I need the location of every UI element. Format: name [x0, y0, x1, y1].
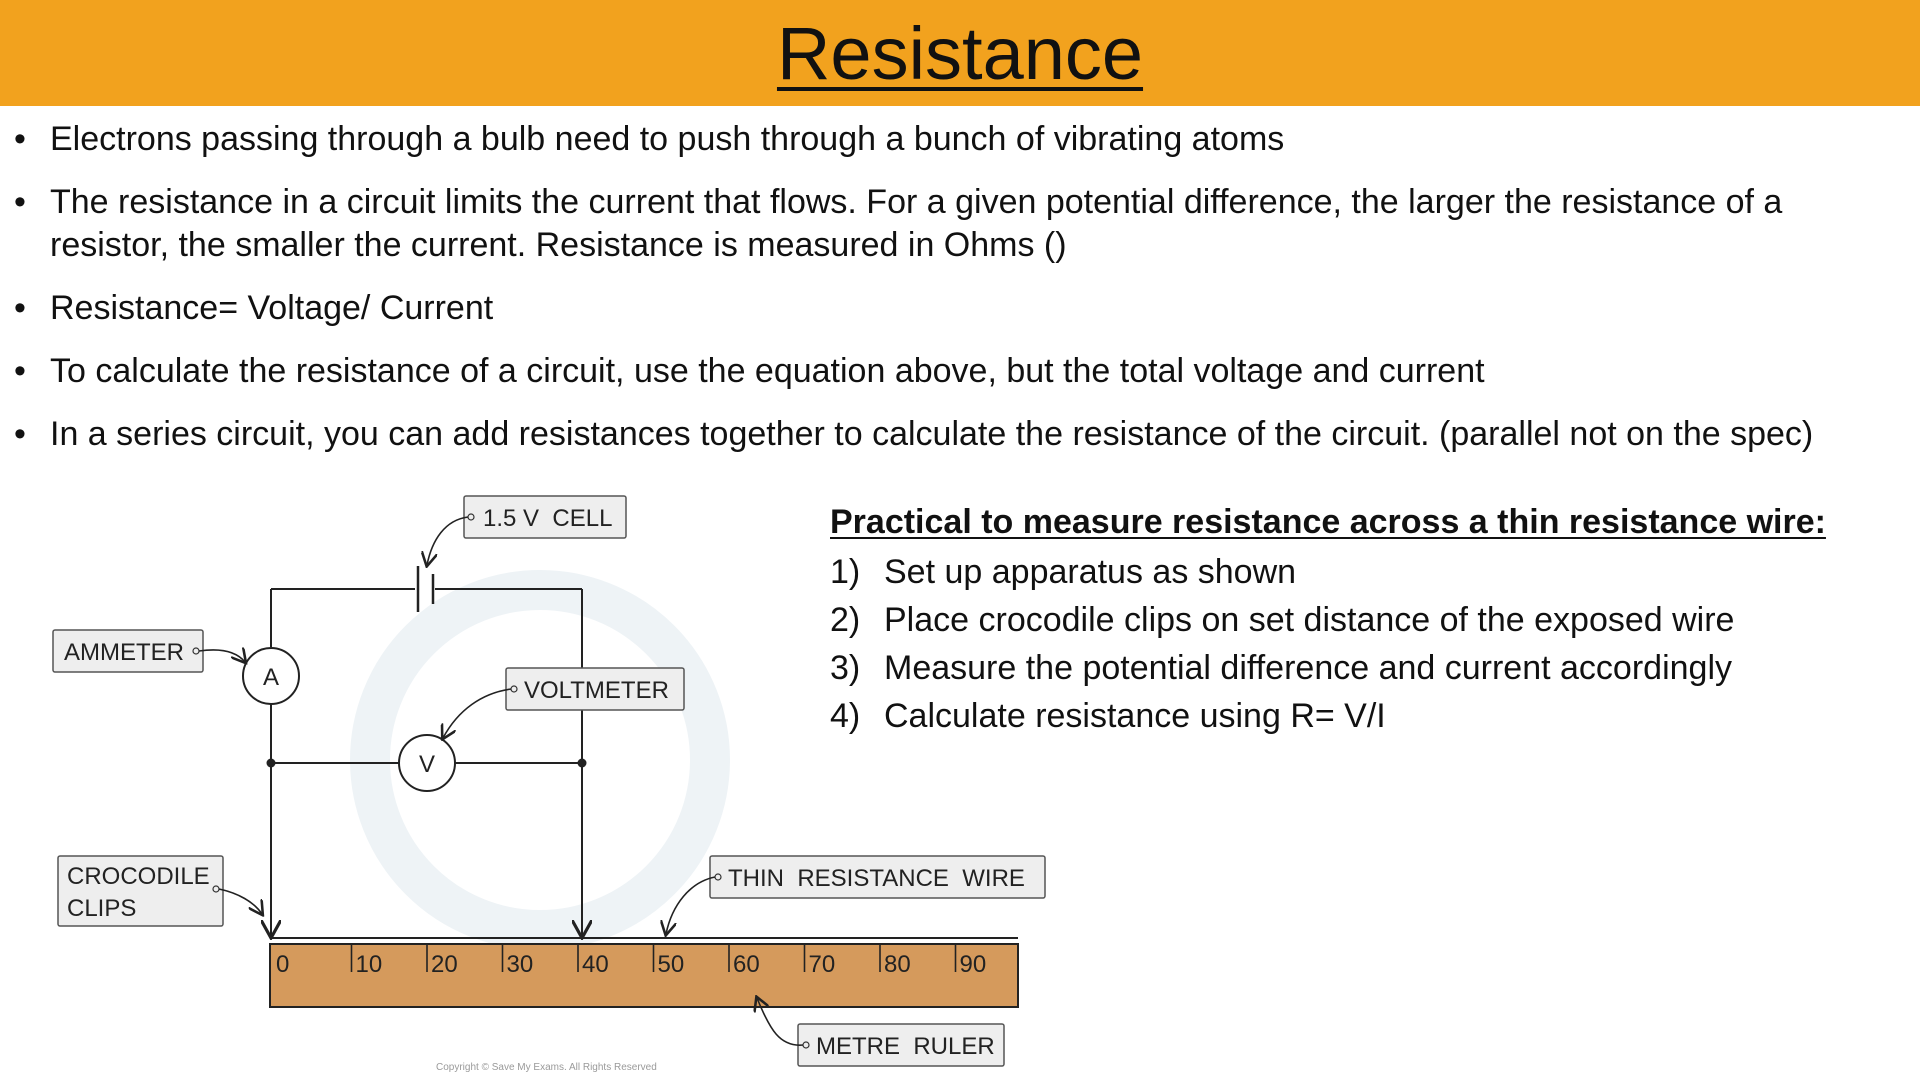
- bullet-item: In a series circuit, you can add resista…: [14, 413, 1904, 456]
- wire-label: THIN RESISTANCE WIRE: [728, 865, 1025, 892]
- ruler-label-tag: METRE RULER: [757, 998, 1005, 1067]
- crocodile-label-line1: CROCODILE: [67, 863, 210, 890]
- step-number: 1): [830, 553, 861, 591]
- practical-step: 2) Place crocodile clips on set distance…: [830, 596, 1900, 644]
- page-title: Resistance: [776, 11, 1144, 95]
- voltmeter-letter: V: [419, 751, 435, 778]
- ruler-tick-label: 50: [658, 951, 685, 978]
- practical-heading: Practical to measure resistance across a…: [830, 503, 1826, 541]
- ammeter-letter: A: [263, 664, 279, 691]
- step-number: 3): [830, 649, 861, 687]
- step-text: Calculate resistance using R= V/I: [884, 697, 1386, 735]
- bullet-item: Resistance= Voltage/ Current: [14, 287, 1904, 330]
- copyright-notice: Copyright © Save My Exams. All Rights Re…: [436, 1062, 657, 1073]
- junction-dot: [266, 758, 276, 768]
- practical-steps: 1) Set up apparatus as shown 2) Place cr…: [830, 548, 1900, 740]
- ruler-tick-label: 60: [733, 951, 760, 978]
- step-number: 2): [830, 601, 861, 639]
- voltmeter-label: VOLTMETER: [524, 677, 669, 704]
- ruler-tick-label: 30: [507, 951, 534, 978]
- practical-step: 1) Set up apparatus as shown: [830, 548, 1900, 596]
- practical-section: Practical to measure resistance across a…: [830, 498, 1900, 740]
- ruler-tick-label: 20: [431, 951, 458, 978]
- bullet-list: Electrons passing through a bulb need to…: [14, 118, 1904, 476]
- step-text: Place crocodile clips on set distance of…: [884, 601, 1735, 639]
- ammeter-label: AMMETER: [64, 639, 184, 666]
- crocodile-label-tag: CROCODILE CLIPS: [57, 855, 262, 927]
- ruler-ticks: 0 10 20 30 40 50 60 70 80 90: [276, 944, 986, 978]
- practical-step: 3) Measure the potential difference and …: [830, 644, 1900, 692]
- ruler-tick-label: 90: [960, 951, 987, 978]
- crocodile-label-line2: CLIPS: [67, 895, 136, 922]
- junction-dot: [577, 758, 587, 768]
- voltmeter-label-tag: VOLTMETER: [443, 667, 685, 738]
- step-number: 4): [830, 697, 861, 735]
- metre-ruler: [269, 943, 1019, 1008]
- ruler-label: METRE RULER: [816, 1033, 995, 1060]
- bullet-item: To calculate the resistance of a circuit…: [14, 350, 1904, 393]
- cell-label-tag: 1.5 V CELL: [427, 495, 627, 565]
- ruler-tick-label: 80: [884, 951, 911, 978]
- cell-label: 1.5 V CELL: [483, 505, 612, 532]
- ammeter-label-tag: AMMETER: [52, 629, 245, 673]
- ammeter-symbol: [242, 647, 300, 705]
- ruler-tick-label: 0: [276, 951, 289, 978]
- title-bar: Resistance: [0, 0, 1920, 106]
- circuit-diagram: A V 0 10 20 30 40 50 60 70 80 90 1.5 V CELL AMMET…: [52, 495, 1046, 1067]
- ruler-tick-label: 10: [356, 951, 383, 978]
- bullet-item: Electrons passing through a bulb need to…: [14, 118, 1904, 161]
- step-text: Set up apparatus as shown: [884, 553, 1297, 591]
- practical-step: 4) Calculate resistance using R= V/I: [830, 692, 1900, 740]
- bullet-item: The resistance in a circuit limits the c…: [14, 181, 1904, 267]
- voltmeter-symbol: [398, 734, 456, 792]
- cell-symbol: [416, 566, 435, 612]
- step-text: Measure the potential difference and cur…: [884, 649, 1732, 687]
- ruler-tick-label: 40: [582, 951, 609, 978]
- wire-label-tag: THIN RESISTANCE WIRE: [666, 855, 1046, 934]
- ruler-tick-label: 70: [809, 951, 836, 978]
